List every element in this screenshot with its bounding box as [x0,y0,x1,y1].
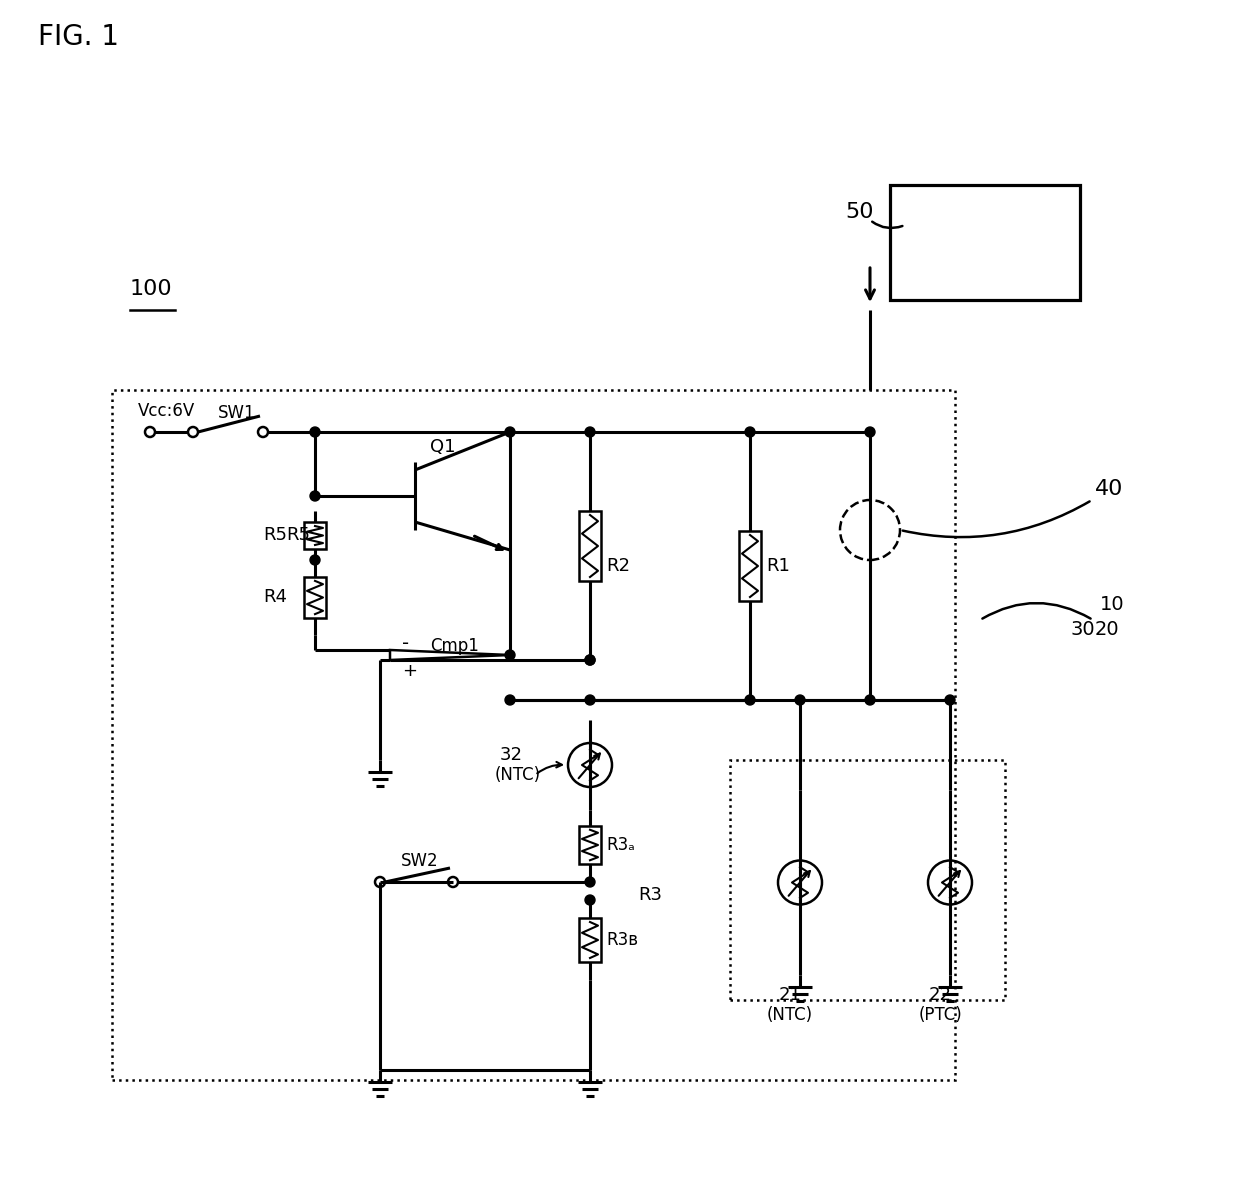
Text: 50: 50 [844,202,873,222]
Circle shape [866,427,875,438]
Bar [890,185,1080,300]
Text: -: - [402,633,409,653]
Text: 21: 21 [779,986,801,1004]
Text: 20: 20 [1095,620,1120,639]
Bar [579,826,601,864]
Text: (NTC): (NTC) [495,766,541,784]
Bar [730,760,1004,1000]
Circle shape [310,427,320,438]
Bar [304,577,326,618]
Circle shape [585,655,595,665]
Text: 32: 32 [500,746,523,764]
Text: 100: 100 [130,279,172,299]
Text: (NTC): (NTC) [766,1006,813,1024]
Circle shape [585,655,595,665]
Text: R2: R2 [606,557,630,575]
Text: R3ʙ: R3ʙ [606,932,637,950]
Text: R4: R4 [263,588,286,606]
Text: SW2: SW2 [401,852,439,870]
Text: Q1: Q1 [430,438,455,456]
Bar [112,389,955,1081]
Bar [739,531,761,601]
Circle shape [585,695,595,706]
Text: R3: R3 [639,886,662,904]
Polygon shape [391,650,510,660]
Text: (PTC): (PTC) [918,1006,962,1024]
Bar [304,522,326,549]
Circle shape [795,695,805,706]
Circle shape [585,895,595,905]
Text: R5: R5 [263,526,286,545]
Text: +: + [402,662,417,680]
Text: R1: R1 [766,557,790,575]
Bar [579,918,601,962]
Circle shape [585,877,595,887]
Circle shape [585,427,595,438]
Circle shape [505,695,515,706]
Text: R3ₐ: R3ₐ [606,837,635,853]
Text: 10: 10 [1100,595,1125,614]
Circle shape [505,427,515,438]
Circle shape [310,490,320,501]
Text: FIG. 1: FIG. 1 [38,23,119,50]
Text: SW1: SW1 [218,404,255,422]
Circle shape [505,650,515,660]
Text: R5: R5 [286,526,310,545]
Text: 30: 30 [1070,620,1095,639]
Circle shape [745,427,755,438]
Circle shape [310,555,320,565]
Circle shape [745,695,755,706]
Circle shape [945,695,955,706]
Circle shape [866,695,875,706]
Text: Cmp1: Cmp1 [430,637,479,655]
Text: 40: 40 [1095,480,1123,499]
Bar [579,511,601,581]
Text: Vcc:6V: Vcc:6V [138,401,195,419]
Text: 22: 22 [929,986,951,1004]
